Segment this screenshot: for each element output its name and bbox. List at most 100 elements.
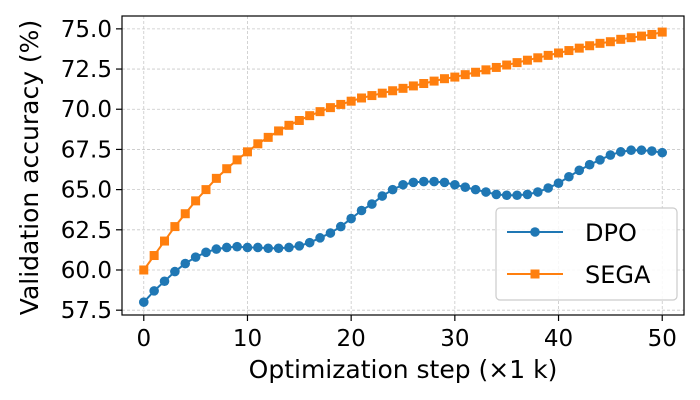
sega-point	[626, 33, 636, 43]
dpo-point	[398, 179, 408, 190]
dpo-point	[636, 145, 647, 156]
legend-sega-label: SEGA	[585, 261, 651, 289]
sega-point	[336, 99, 346, 109]
sega-point	[522, 55, 532, 65]
dpo-point	[543, 183, 553, 193]
sega-point	[242, 147, 252, 157]
legend: DPO SEGA	[495, 207, 678, 301]
sega-point	[377, 88, 387, 98]
dpo-point	[584, 159, 595, 170]
sega-point	[149, 251, 159, 261]
dpo-point	[211, 244, 222, 254]
y-tick-label: 60.0	[61, 258, 112, 284]
x-tick-label: 0	[136, 326, 151, 352]
dpo-point	[595, 155, 605, 165]
plot-frame	[121, 15, 685, 316]
sega-point	[491, 62, 501, 72]
sega-point	[388, 86, 398, 96]
dpo-series	[138, 145, 668, 307]
sega-point	[398, 83, 408, 93]
sega-point	[139, 265, 149, 275]
sega-point	[439, 74, 449, 84]
sega-point	[471, 67, 481, 77]
sega-point	[191, 196, 201, 206]
sega-point	[325, 103, 335, 113]
sega-point	[367, 91, 377, 101]
sega-point	[315, 107, 325, 117]
dpo-point	[574, 165, 585, 176]
dpo-point	[253, 242, 263, 253]
dpo-point	[429, 176, 439, 187]
dpo-point	[491, 189, 502, 200]
dpo-point	[450, 179, 460, 190]
sega-point	[346, 96, 356, 106]
dpo-point	[532, 187, 543, 197]
dpo-point	[522, 189, 533, 200]
x-tick-label: 30	[440, 326, 469, 352]
grid	[122, 16, 684, 315]
dpo-point	[657, 147, 668, 158]
dpo-point	[346, 213, 356, 224]
sega-point	[180, 209, 190, 219]
x-tick-label: 40	[544, 326, 573, 352]
sega-point	[564, 46, 574, 56]
sega-point	[201, 185, 211, 195]
legend-dpo-label: DPO	[585, 219, 637, 247]
y-tick-label: 62.5	[61, 218, 112, 244]
dpo-point	[159, 276, 170, 287]
dpo-point	[481, 187, 491, 197]
dpo-point	[221, 242, 232, 253]
dpo-point	[408, 177, 419, 188]
sega-point	[253, 139, 263, 149]
y-tick-label: 72.5	[61, 57, 112, 83]
x-tick-label: 20	[337, 326, 366, 352]
dpo-point	[470, 184, 481, 195]
sega-point	[460, 70, 470, 80]
sega-point	[408, 81, 418, 91]
sega-point	[263, 132, 273, 142]
series-layer	[138, 27, 668, 307]
sega-point	[222, 164, 232, 174]
dpo-point	[294, 241, 305, 251]
dpo-point	[367, 199, 377, 209]
y-tick-label: 57.5	[61, 298, 112, 324]
sega-point	[294, 115, 304, 125]
dpo-point	[605, 150, 616, 160]
y-axis-label: Validation accuracy (%)	[15, 20, 44, 315]
dpo-point	[418, 176, 429, 187]
dpo-point	[263, 243, 274, 254]
dpo-point	[273, 243, 284, 254]
x-axis-label: Optimization step (×1 k)	[249, 355, 558, 384]
dpo-point	[512, 190, 522, 201]
dpo-point	[242, 242, 253, 253]
dpo-point	[138, 297, 149, 307]
dpo-point	[201, 247, 211, 258]
dpo-point	[284, 242, 294, 253]
sega-point	[429, 76, 439, 86]
x-tick-label: 50	[648, 326, 677, 352]
dpo-point	[387, 184, 398, 195]
sega-point	[481, 65, 491, 75]
sega-point	[305, 111, 315, 121]
sega-point	[170, 222, 180, 232]
dpo-point	[439, 177, 450, 188]
dpo-point	[232, 241, 242, 252]
legend-dpo-marker	[530, 227, 540, 237]
sega-point	[284, 120, 294, 130]
dpo-point	[190, 252, 201, 262]
sega-point	[657, 27, 667, 37]
sega-point	[512, 58, 522, 68]
dpo-point	[564, 171, 574, 182]
dpo-point	[356, 205, 367, 216]
legend-sega-marker	[530, 269, 540, 279]
sega-point	[554, 48, 564, 58]
sega-point	[605, 37, 615, 47]
dpo-point	[647, 146, 657, 156]
dpo-point	[377, 191, 388, 201]
sega-point	[211, 173, 221, 183]
x-tick-label: 10	[233, 326, 262, 352]
sega-point	[160, 236, 170, 246]
dpo-point	[626, 145, 636, 156]
y-tick-label: 67.5	[61, 137, 112, 163]
